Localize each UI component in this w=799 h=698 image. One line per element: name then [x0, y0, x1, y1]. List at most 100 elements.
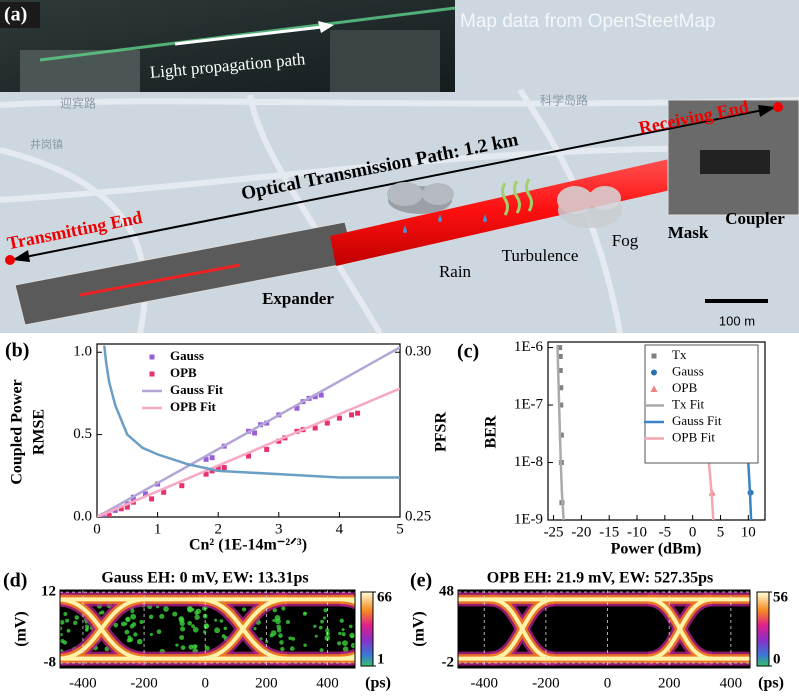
coupler-label: Coupler — [725, 209, 785, 228]
noise-dot — [187, 620, 192, 626]
fog-label: Fog — [612, 231, 639, 250]
plot-frame — [96, 343, 401, 518]
noise-dot — [219, 619, 224, 623]
x-tick-label: 0 — [201, 675, 209, 691]
point — [149, 496, 155, 502]
y-axis-label: (mV) — [13, 611, 30, 647]
legend-label: Tx — [672, 347, 687, 362]
y-tick-label: 48 — [439, 583, 454, 599]
noise-dot — [272, 608, 277, 613]
plot-frame — [457, 589, 751, 669]
y2-tick-label: 0.30 — [405, 344, 431, 360]
noise-dot — [133, 632, 138, 637]
noise-dot — [342, 646, 349, 652]
y-axis-label: BER — [483, 415, 500, 448]
legend-label: OPB Fit — [170, 399, 217, 414]
panel-label: (e) — [410, 570, 432, 592]
noise-dot — [125, 617, 130, 622]
x-tick-label: 5 — [717, 524, 725, 540]
eye-trace — [0, 599, 4, 658]
x-unit-label: (ps) — [365, 675, 391, 692]
noise-dot — [272, 618, 276, 623]
noise-dot — [179, 635, 185, 641]
receive-point — [773, 102, 783, 112]
point — [221, 465, 227, 471]
rain-label: Rain — [439, 262, 472, 281]
x-axis-label: Power (dBm) — [611, 541, 702, 558]
x-unit-label: (ps) — [758, 675, 784, 692]
x-tick-label: -20 — [571, 524, 591, 540]
y-tick-label: 1E-9 — [514, 511, 543, 527]
fit-line — [97, 346, 400, 517]
x-tick-label: 10 — [741, 524, 756, 540]
point — [557, 367, 563, 373]
x-tick-label: 0 — [604, 675, 612, 691]
coupler-body — [700, 150, 770, 174]
colorbar-label: 56 — [773, 589, 789, 605]
point — [557, 345, 563, 351]
noise-dot — [322, 616, 326, 620]
arrow-head — [758, 105, 776, 117]
y-tick-label: -2 — [442, 654, 455, 670]
eye-trace — [198, 597, 288, 661]
point — [209, 455, 215, 461]
noise-dot — [63, 612, 68, 616]
y-axis-label: Coupled Power — [9, 379, 26, 484]
noise-dot — [314, 634, 318, 638]
y-tick-label: 1.0 — [73, 344, 92, 360]
x-tick-label: -200 — [532, 675, 560, 691]
eye-title: Gauss EH: 0 mV, EW: 13.31ps — [101, 570, 308, 587]
legend-box — [644, 344, 759, 464]
eye-trace — [0, 599, 4, 658]
point — [294, 405, 300, 411]
noise-dot — [85, 627, 89, 631]
fit-line — [103, 345, 400, 479]
x-tick-label: 5 — [396, 521, 404, 537]
building — [330, 30, 440, 92]
noise-dot — [139, 620, 144, 625]
noise-dot — [130, 613, 137, 620]
point — [324, 420, 330, 426]
point — [349, 412, 355, 418]
rain-cloud — [387, 182, 487, 233]
x-tick-label: -400 — [470, 675, 498, 691]
noise-dot — [74, 615, 79, 620]
noise-dot — [276, 624, 282, 630]
plot-layer — [97, 345, 400, 517]
plot-frame — [59, 589, 356, 669]
noise-dot — [341, 628, 345, 632]
point — [312, 425, 318, 431]
y-tick-label: 0.0 — [73, 508, 92, 524]
y-axis-label: RMSE — [31, 409, 48, 455]
colorbar-label: 1 — [377, 651, 385, 667]
colorbar-label: 0 — [773, 651, 781, 667]
noise-dot — [285, 619, 291, 625]
noise-dot — [313, 624, 317, 628]
noise-dot — [265, 639, 269, 644]
point — [203, 456, 209, 462]
noise-dot — [66, 628, 71, 633]
expander-laser — [79, 263, 241, 297]
path-arrow — [9, 106, 779, 261]
noise-dot — [60, 626, 63, 631]
noise-dot — [62, 640, 68, 645]
noise-dot — [156, 629, 162, 635]
noise-dot — [339, 618, 344, 623]
panel-label: (a) — [4, 4, 27, 26]
x-tick-label: 400 — [316, 675, 339, 691]
y-tick-label: 12 — [41, 584, 56, 600]
noise-dot — [191, 624, 195, 629]
y-tick-label: 1E-7 — [514, 396, 544, 412]
noise-dot — [253, 626, 257, 631]
noise-dot — [172, 611, 178, 617]
noise-dot — [124, 622, 128, 626]
eye-trace — [0, 599, 4, 658]
turbulence-icon — [501, 178, 533, 216]
eye-trace — [489, 597, 555, 661]
noise-dot — [325, 628, 330, 633]
fit-line — [556, 345, 565, 520]
point — [558, 432, 564, 438]
noise-dot — [280, 646, 285, 652]
noise-dot — [275, 618, 281, 625]
legend-label: OPB — [672, 380, 698, 395]
